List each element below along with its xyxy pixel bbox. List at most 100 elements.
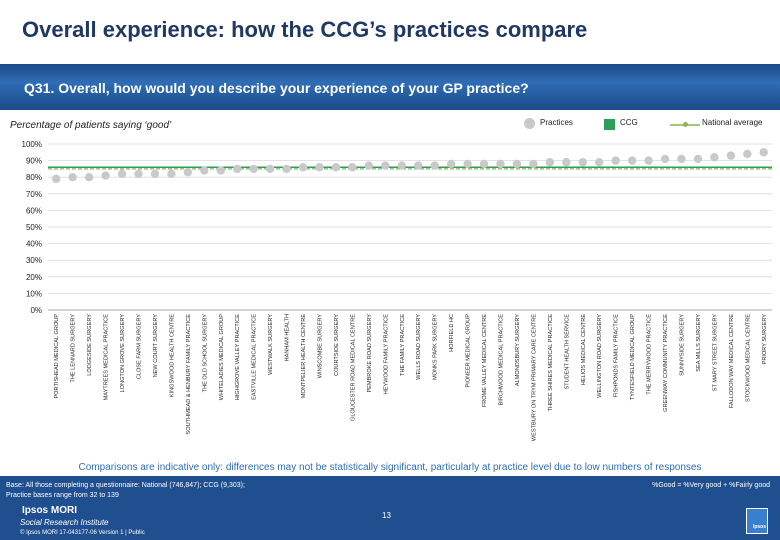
practice-label: SEA MILLS SURGERY: [696, 314, 702, 372]
practice-point: [743, 149, 752, 159]
practice-label: KINGSWOOD HEALTH CENTRE: [169, 314, 175, 397]
title-band: Overall experience: how the CCG’s practi…: [0, 0, 780, 62]
practice-label: ST MARY STREET SURGERY: [712, 314, 718, 391]
legend-ccg-label: CCG: [620, 118, 638, 127]
practice-label: LONGTON GROVE SURGERY: [120, 314, 126, 393]
base-note-line1: Base: All those completing a questionnai…: [6, 482, 245, 489]
practice-point: [282, 164, 291, 174]
y-tick-label: 70%: [26, 190, 42, 199]
practice-point: [578, 158, 587, 167]
practice-point: [479, 159, 489, 169]
good-definition: %Good = %Very good + %Fairly good: [652, 482, 770, 489]
practice-label: HELIOS MEDICAL CENTRE: [581, 314, 587, 386]
practice-label: TYNTESFIELD MEDICAL GROUP: [630, 314, 636, 400]
chart-subtitle: Percentage of patients saying ‘good’: [10, 120, 172, 131]
practice-point: [101, 171, 110, 180]
y-tick-label: 80%: [26, 173, 42, 182]
practice-label: GLOUCESTER ROAD MEDICAL CENTRE: [350, 314, 356, 421]
brand-division: Social Research Institute: [20, 518, 109, 527]
practice-point: [660, 154, 670, 164]
practice-label: SOUTHMEAD & HENBURY FAMILY PRACTICE: [186, 314, 192, 435]
ipsos-logo-text: Ipsos: [752, 524, 766, 530]
practice-point: [644, 156, 653, 165]
legend-national-marker: [683, 122, 688, 127]
practice-label: HANHAM HEALTH: [285, 314, 291, 361]
practice-label: LODGESIDE SURGERY: [87, 314, 93, 376]
practice-point: [463, 159, 472, 169]
page-title: Overall experience: how the CCG’s practi…: [22, 17, 588, 42]
practice-label: HEYWOOD FAMILY PRACTICE: [383, 314, 389, 395]
practice-label: MONKS PARK SURGERY: [433, 314, 439, 380]
legend-practices-label: Practices: [540, 118, 573, 127]
practice-label: FROME VALLEY MEDICAL CENTRE: [482, 314, 488, 407]
question-text: Q31. Overall, how would you describe you…: [24, 80, 529, 96]
question-bar: Q31. Overall, how would you describe you…: [0, 64, 780, 110]
practice-point: [84, 173, 94, 182]
practice-point: [117, 169, 127, 179]
practice-label: STUDENT HEALTH SERVICE: [564, 314, 570, 390]
practice-label: PIONEER MEDICAL GROUP: [466, 314, 472, 388]
practice-point: [233, 164, 242, 174]
legend-national-label: National average: [702, 118, 763, 127]
legend-practices-marker: [524, 118, 535, 129]
practice-point: [726, 151, 736, 160]
practice-point: [183, 168, 193, 177]
brand-name: Ipsos MORI: [22, 505, 78, 516]
practice-point: [364, 161, 374, 170]
practice-point: [677, 154, 686, 164]
y-tick-label: 20%: [26, 273, 42, 282]
practice-label: PORTISHEAD MEDICAL GROUP: [54, 314, 60, 399]
practice-label: ALMONDSBURY SURGERY: [515, 314, 521, 386]
practice-label: BIRCHWOOD MEDICAL PRACTICE: [499, 314, 505, 406]
practice-label: THE FAMILY PRACTICE: [400, 314, 406, 376]
y-tick-label: 40%: [26, 240, 42, 249]
practice-point: [381, 161, 390, 170]
practice-point: [446, 159, 456, 169]
practice-point: [414, 161, 423, 170]
copyright: © Ipsos MORI 17-043177-06 Version 1 | Pu…: [20, 530, 145, 536]
practice-point: [134, 169, 143, 179]
practice-label: HORFIELD HC: [449, 314, 455, 352]
practice-label: MAYTREES MEDICAL PRACTICE: [104, 314, 110, 401]
ipsos-logo: [746, 508, 768, 534]
practice-point: [167, 169, 176, 179]
y-tick-label: 10%: [26, 289, 42, 298]
practice-point: [298, 163, 308, 172]
practice-label: WELLS ROAD SURGERY: [416, 314, 422, 380]
practice-label: WESTWALK SURGERY: [268, 314, 274, 375]
practice-label: NEW COURT SURGERY: [153, 314, 159, 378]
practice-point: [265, 164, 275, 174]
comparison-note: Comparisons are indicative only: differe…: [78, 462, 702, 473]
practice-point: [200, 166, 209, 175]
practice-label: WHITELADIES MEDICAL GROUP: [219, 314, 225, 400]
practice-label: HIGHGROVE VALLEY PRACTICE: [235, 314, 241, 400]
legend-ccg-marker: [604, 119, 615, 130]
y-tick-label: 90%: [26, 157, 42, 166]
practice-point: [331, 163, 341, 172]
practice-point: [627, 156, 637, 165]
practice-label: FALLODON WAY MEDICAL CENTRE: [729, 314, 735, 408]
practice-label: EASTVILLE MEDICAL PRACTICE: [252, 314, 258, 400]
practice-label: WESTBURY ON TRYM PRIMARY CARE CENTRE: [531, 314, 537, 441]
y-tick-label: 50%: [26, 223, 42, 232]
practice-point: [496, 159, 505, 169]
practice-point: [68, 173, 77, 182]
practice-label: THE OLD SCHOOL SURGERY: [202, 314, 208, 393]
practice-label: THREE SHIRES MEDICAL PRACTICE: [548, 314, 554, 412]
practice-label: FISHPONDS FAMILY PRACTICE: [614, 314, 620, 398]
practice-label: COURTSIDE SURGERY: [334, 314, 340, 376]
chart: 0% 10% 20% 30% 40% 50% 60% 70% 80% 90% 100% PORTISH…: [22, 140, 772, 441]
y-tick-label: 60%: [26, 206, 42, 215]
practice-point: [710, 153, 719, 162]
practice-point: [150, 169, 160, 179]
practice-label: THE LENNARD SURGERY: [71, 314, 77, 383]
page-number: 13: [382, 511, 391, 520]
practice-label: WINSCOMBE SURGERY: [318, 314, 324, 379]
practice-label: SUNNYSIDE SURGERY: [680, 314, 686, 376]
practice-point: [693, 154, 703, 164]
practice-label: STOCKWOOD MEDICAL CENTRE: [745, 314, 751, 402]
practice-label: PEMBROKE ROAD SURGERY: [367, 314, 373, 393]
y-tick-label: 100%: [22, 140, 42, 149]
practice-point: [512, 159, 522, 169]
practice-point: [249, 164, 258, 174]
